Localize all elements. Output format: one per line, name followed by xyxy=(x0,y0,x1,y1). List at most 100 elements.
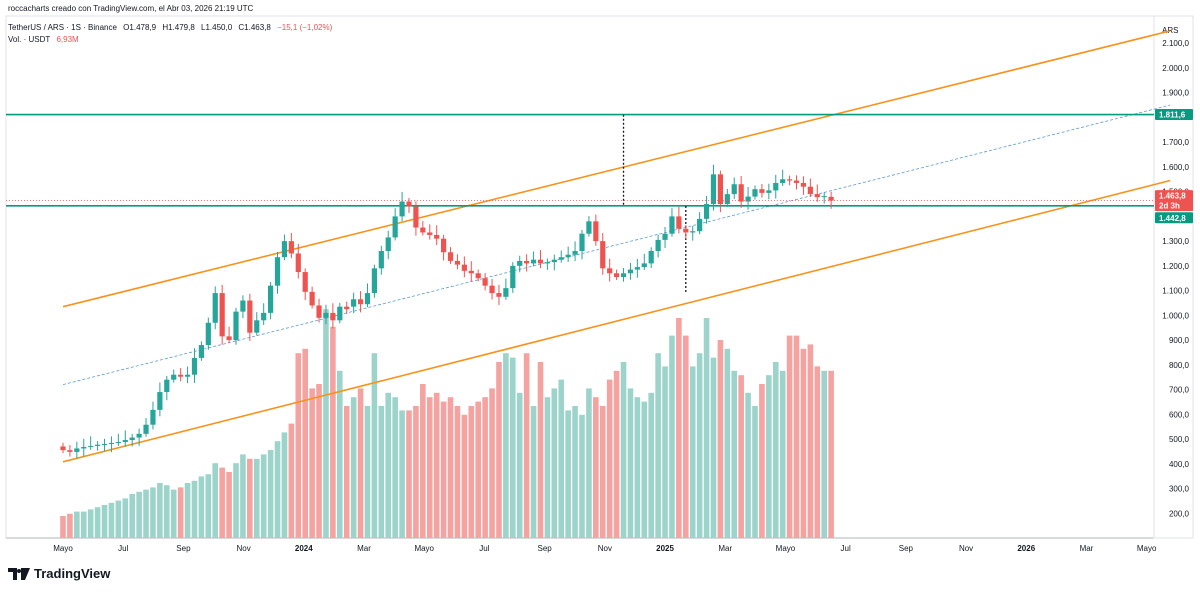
candle-body[interactable] xyxy=(793,180,800,183)
candle-body[interactable] xyxy=(171,374,177,380)
candle-body[interactable] xyxy=(814,194,820,198)
volume-label[interactable]: Vol. · USDT xyxy=(8,35,51,44)
candle-body[interactable] xyxy=(378,251,384,269)
candle-body[interactable] xyxy=(261,312,267,321)
candle-body[interactable] xyxy=(157,392,163,410)
candle-body[interactable] xyxy=(212,293,218,323)
candle-body[interactable] xyxy=(738,184,744,202)
candle-body[interactable] xyxy=(703,204,710,219)
candle-body[interactable] xyxy=(420,227,426,233)
candle-body[interactable] xyxy=(357,299,364,305)
candle-body[interactable] xyxy=(205,322,211,346)
candle-body[interactable] xyxy=(191,357,198,375)
candle-body[interactable] xyxy=(67,450,73,452)
candle-body[interactable] xyxy=(572,251,578,255)
candle-body[interactable] xyxy=(108,443,115,445)
candle-body[interactable] xyxy=(454,260,461,265)
candle-body[interactable] xyxy=(773,182,779,191)
candle-body[interactable] xyxy=(268,285,274,313)
candle-body[interactable] xyxy=(475,273,481,279)
candle-body[interactable] xyxy=(295,253,301,273)
candle-body[interactable] xyxy=(115,442,121,444)
candle-body[interactable] xyxy=(496,293,502,297)
candle-body[interactable] xyxy=(593,221,599,242)
candle-body[interactable] xyxy=(710,174,717,205)
candle-body[interactable] xyxy=(544,262,550,264)
candle-body[interactable] xyxy=(81,446,87,449)
channel-lower-line[interactable] xyxy=(62,179,1171,463)
candle-body[interactable] xyxy=(787,179,793,181)
candle-body[interactable] xyxy=(468,270,474,274)
candle-body[interactable] xyxy=(510,265,516,289)
candle-body[interactable] xyxy=(807,186,813,195)
candle-body[interactable] xyxy=(745,196,751,202)
candle-body[interactable] xyxy=(309,291,315,306)
candle-body[interactable] xyxy=(759,189,765,193)
candle-body[interactable] xyxy=(441,238,447,253)
candle-body[interactable] xyxy=(530,259,537,264)
candle-body[interactable] xyxy=(226,336,232,341)
candle-body[interactable] xyxy=(662,233,668,240)
candle-body[interactable] xyxy=(413,206,419,228)
candle-body[interactable] xyxy=(74,448,80,452)
candle-body[interactable] xyxy=(385,237,391,252)
candle-body[interactable] xyxy=(330,312,336,321)
candle-body[interactable] xyxy=(95,444,101,446)
candle-body[interactable] xyxy=(101,443,108,445)
candle-body[interactable] xyxy=(88,445,94,447)
price-axis[interactable] xyxy=(1153,15,1194,539)
symbol-label[interactable]: TetherUS / ARS · 1S · Binance xyxy=(8,23,117,32)
candle-body[interactable] xyxy=(344,306,350,310)
channel-upper-line[interactable] xyxy=(62,30,1171,308)
candle-body[interactable] xyxy=(323,312,329,318)
candle-body[interactable] xyxy=(683,228,689,233)
candle-body[interactable] xyxy=(800,182,807,187)
candle-body[interactable] xyxy=(240,300,246,312)
candle-body[interactable] xyxy=(233,311,239,341)
candle-body[interactable] xyxy=(427,232,433,235)
candle-body[interactable] xyxy=(136,433,142,438)
candle-body[interactable] xyxy=(122,440,128,443)
candle-body[interactable] xyxy=(524,260,530,264)
candle-body[interactable] xyxy=(288,241,294,254)
candle-body[interactable] xyxy=(517,260,523,266)
candle-body[interactable] xyxy=(219,293,225,337)
candle-body[interactable] xyxy=(537,259,544,264)
candle-body[interactable] xyxy=(614,273,620,277)
candle-body[interactable] xyxy=(164,379,170,393)
candle-body[interactable] xyxy=(607,268,613,274)
candle-body[interactable] xyxy=(551,259,557,263)
candle-body[interactable] xyxy=(337,306,343,321)
candle-body[interactable] xyxy=(627,269,634,274)
candle-body[interactable] xyxy=(558,257,564,260)
candle-body[interactable] xyxy=(690,231,696,233)
candle-body[interactable] xyxy=(669,216,675,234)
candle-body[interactable] xyxy=(766,190,772,193)
candle-body[interactable] xyxy=(316,305,322,318)
candle-body[interactable] xyxy=(641,263,647,268)
candle-body[interactable] xyxy=(586,221,592,234)
candle-body[interactable] xyxy=(447,252,454,261)
candle-body[interactable] xyxy=(489,285,495,294)
candle-body[interactable] xyxy=(302,272,308,292)
candle-body[interactable] xyxy=(821,196,827,198)
candle-body[interactable] xyxy=(482,278,488,286)
candle-body[interactable] xyxy=(752,189,758,197)
candle-body[interactable] xyxy=(565,254,571,258)
candle-body[interactable] xyxy=(274,257,281,286)
candle-body[interactable] xyxy=(281,241,288,258)
candle-body[interactable] xyxy=(364,293,371,305)
candle-body[interactable] xyxy=(717,174,723,205)
candle-body[interactable] xyxy=(247,300,253,333)
candle-body[interactable] xyxy=(371,268,377,294)
candle-body[interactable] xyxy=(254,320,260,333)
candle-body[interactable] xyxy=(399,201,405,217)
candle-body[interactable] xyxy=(198,345,204,358)
candle-body[interactable] xyxy=(434,234,440,239)
candle-body[interactable] xyxy=(184,374,191,377)
candle-body[interactable] xyxy=(150,409,156,425)
candle-body[interactable] xyxy=(600,241,606,269)
candle-body[interactable] xyxy=(461,264,467,271)
candle-body[interactable] xyxy=(620,273,627,277)
